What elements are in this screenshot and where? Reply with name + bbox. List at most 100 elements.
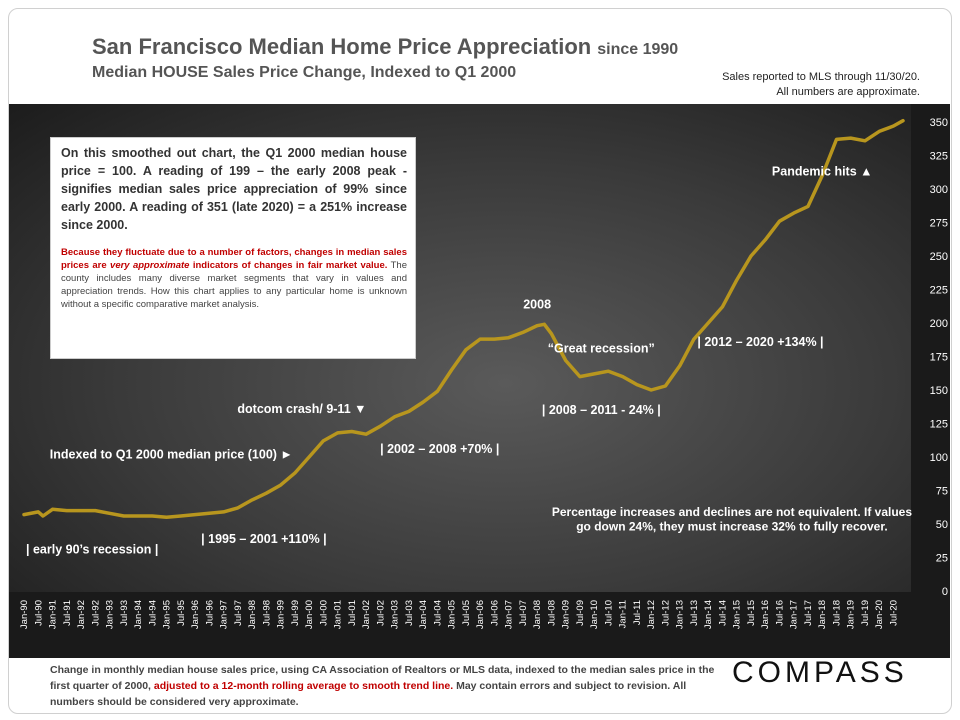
x-tick-label: Jan-20 [874, 600, 885, 629]
x-tick-label: Jan-91 [48, 600, 59, 629]
source-line-2: All numbers are approximate. [776, 86, 920, 98]
y-tick-label: 0 [942, 586, 948, 598]
annotation-pandemic: Pandemic hits ▲ [772, 165, 873, 179]
compass-logo: COMPASS [732, 656, 908, 689]
footer-text-2: May contain errors and subject to revisi… [50, 680, 687, 708]
x-tick-label: Jul-08 [546, 600, 557, 626]
x-tick-label: Jan-07 [504, 600, 515, 629]
x-tick-label: Jan-92 [76, 600, 87, 629]
footer-text-red: adjusted to a 12-month rolling average t… [153, 680, 454, 692]
annotation-pct2: go down 24%, they must increase 32% to f… [576, 520, 887, 534]
x-tick-label: Jul-20 [888, 600, 899, 626]
x-tick-label: Jan-00 [304, 600, 315, 629]
y-tick-label: 325 [930, 151, 948, 163]
annotation-great: “Great recession” [548, 341, 655, 355]
x-tick-label: Jan-99 [276, 600, 287, 629]
x-tick-label: Jan-04 [418, 600, 429, 629]
x-tick-label: Jul-18 [831, 600, 842, 626]
y-tick-label: 50 [936, 519, 948, 531]
annotation-p2002: | 2002 – 2008 +70% | [380, 442, 499, 456]
x-tick-label: Jan-19 [846, 600, 857, 629]
x-tick-label: Jul-01 [347, 600, 358, 626]
footer-note: Change in monthly median house sales pri… [50, 662, 715, 710]
x-tick-label: Jan-01 [333, 600, 344, 629]
y-tick-label: 150 [930, 385, 948, 397]
info-note: Because they fluctuate due to a number o… [61, 246, 407, 311]
y-tick-label: 25 [936, 553, 948, 565]
x-tick-label: Jan-03 [390, 600, 401, 629]
title-text: San Francisco Median Home Price Apprecia… [92, 34, 592, 59]
y-tick-label: 200 [930, 318, 948, 330]
info-note-red-end: indicators of changes in fair market val… [189, 260, 388, 271]
y-axis-panel [911, 104, 950, 612]
annotation-p2008: | 2008 – 2011 - 24% | [542, 403, 661, 417]
annotation-early90: | early 90’s recession | [26, 542, 158, 556]
info-note-italic: very approximate [110, 260, 190, 271]
x-tick-label: Jul-96 [204, 600, 215, 626]
x-tick-label: Jan-90 [19, 600, 30, 629]
x-tick-label: Jan-13 [675, 600, 686, 629]
x-tick-label: Jul-04 [432, 600, 443, 626]
info-box: On this smoothed out chart, the Q1 2000 … [50, 137, 416, 359]
x-tick-label: Jul-15 [746, 600, 757, 626]
x-tick-label: Jan-97 [219, 600, 230, 629]
series-line [22, 118, 905, 520]
y-tick-label: 175 [930, 352, 948, 364]
x-tick-label: Jan-06 [475, 600, 486, 629]
y-tick-label: 300 [930, 184, 948, 196]
annotation-pct1: Percentage increases and declines are no… [552, 505, 912, 519]
x-tick-label: Jan-95 [162, 600, 173, 629]
y-tick-label: 250 [930, 251, 948, 263]
x-tick-label: Jan-94 [133, 600, 144, 629]
x-tick-label: Jul-19 [860, 600, 871, 626]
x-tick-label: Jan-02 [361, 600, 372, 629]
x-tick-label: Jul-99 [290, 600, 301, 626]
annotation-p1995: | 1995 – 2001 +110% | [201, 532, 327, 546]
title-suffix: since 1990 [597, 41, 679, 58]
y-tick-label: 350 [930, 117, 948, 129]
x-tick-label: Jan-10 [589, 600, 600, 629]
x-tick-label: Jan-96 [190, 600, 201, 629]
annotation-indexed: Indexed to Q1 2000 median price (100) ► [50, 447, 293, 461]
x-tick-label: Jul-12 [660, 600, 671, 626]
x-tick-label: Jan-05 [447, 600, 458, 629]
footer-text-1: Change in monthly median house sales pri… [50, 664, 715, 692]
x-tick-label: Jan-17 [789, 600, 800, 629]
y-tick-label: 75 [936, 486, 948, 498]
source-note: Sales reported to MLS through 11/30/20. … [722, 70, 920, 100]
x-tick-label: Jul-14 [717, 600, 728, 626]
y-tick-label: 275 [930, 218, 948, 230]
x-tick-label: Jan-16 [760, 600, 771, 629]
page-subtitle: Median HOUSE Sales Price Change, Indexed… [92, 64, 517, 81]
x-tick-label: Jan-08 [532, 600, 543, 629]
source-line-1: Sales reported to MLS through 11/30/20. [722, 71, 920, 83]
x-tick-label: Jul-97 [233, 600, 244, 626]
x-tick-label: Jan-98 [247, 600, 258, 629]
x-tick-label: Jul-98 [261, 600, 272, 626]
x-tick-label: Jul-06 [489, 600, 500, 626]
x-tick-label: Jan-12 [646, 600, 657, 629]
x-tick-label: Jul-90 [33, 600, 44, 626]
page-title: San Francisco Median Home Price Apprecia… [92, 34, 678, 60]
x-tick-label: Jul-91 [62, 600, 73, 626]
x-axis-panel [9, 592, 950, 658]
x-tick-label: Jan-11 [618, 600, 629, 628]
x-tick-label: Jul-17 [803, 600, 814, 626]
y-tick-label: 225 [930, 285, 948, 297]
annotation-y2008: 2008 [523, 297, 551, 311]
x-tick-label: Jul-94 [147, 600, 158, 626]
x-tick-label: Jul-05 [461, 600, 472, 626]
annotation-p2012: | 2012 – 2020 +134% | [697, 335, 823, 349]
x-tick-label: Jul-09 [575, 600, 586, 626]
x-tick-label: Jul-13 [689, 600, 700, 626]
x-tick-label: Jan-93 [105, 600, 116, 629]
x-tick-label: Jul-95 [176, 600, 187, 626]
x-tick-label: Jul-03 [404, 600, 415, 626]
x-tick-label: Jul-07 [518, 600, 529, 626]
x-tick-label: Jul-10 [603, 600, 614, 626]
x-tick-label: Jul-16 [774, 600, 785, 626]
x-tick-label: Jul-02 [375, 600, 386, 626]
x-tick-label: Jul-00 [318, 600, 329, 626]
x-tick-label: Jul-93 [119, 600, 130, 626]
